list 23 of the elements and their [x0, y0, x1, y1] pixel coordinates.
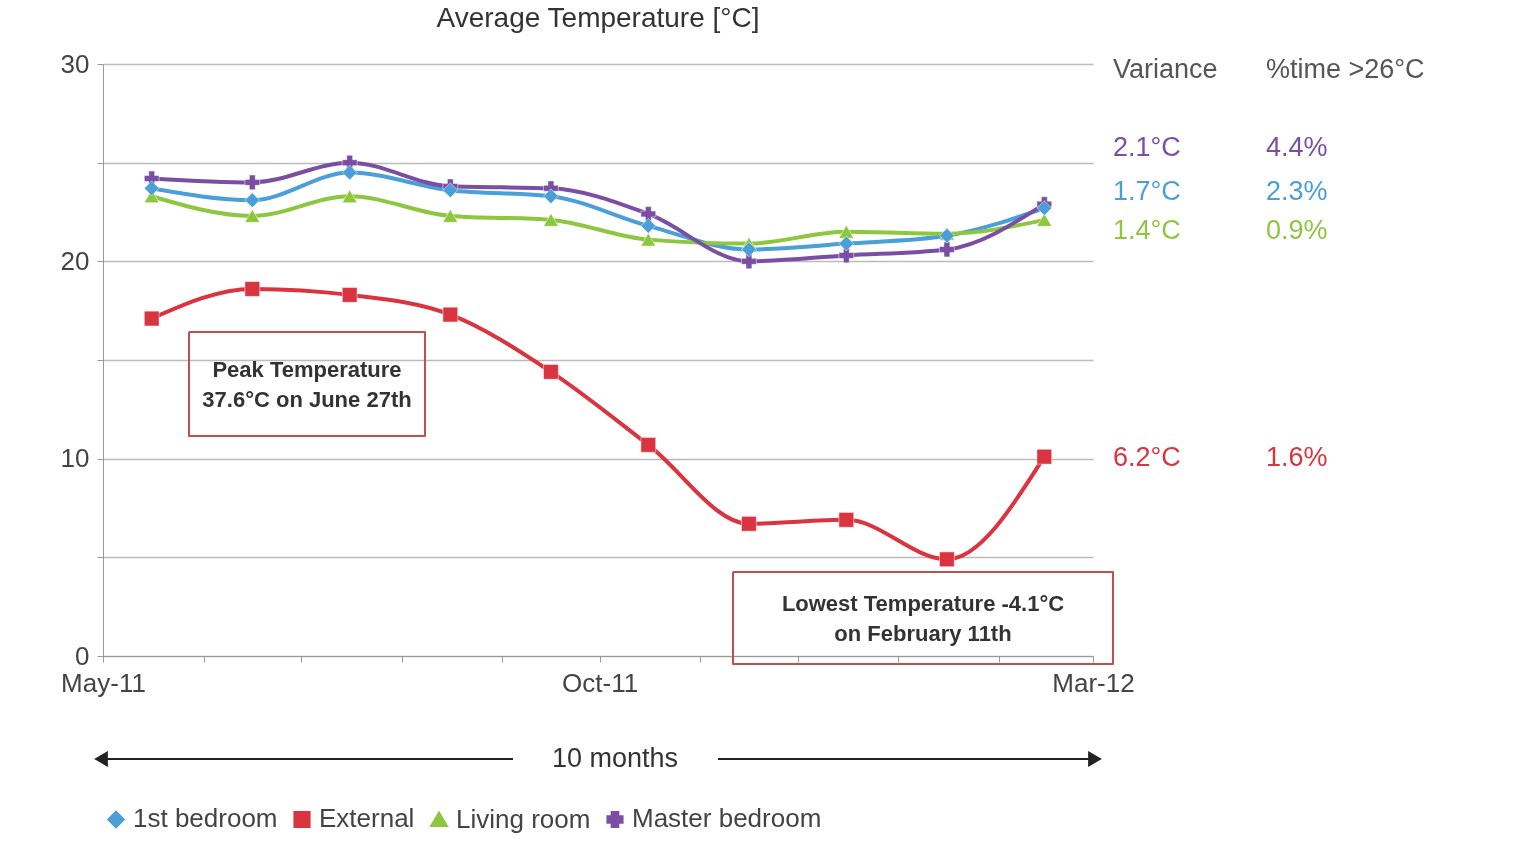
legend-label: Living room: [456, 803, 591, 834]
x-tick-label: Mar-12: [1052, 667, 1135, 698]
text: 2.1°C: [1113, 132, 1181, 162]
legend-label: Master bedroom: [632, 803, 822, 834]
y-tick-label: 30: [60, 48, 90, 79]
chart-title: Average Temperature [°C]: [436, 2, 760, 33]
legend-label: External: [319, 803, 415, 834]
text: 2.3%: [1266, 176, 1328, 206]
text: 10 months: [551, 743, 679, 773]
text: 4.4%: [1266, 132, 1328, 162]
text: %time >26°C: [1266, 54, 1425, 84]
text: 6.2°C: [1113, 442, 1181, 472]
text: 1.6%: [1266, 442, 1328, 472]
x-tick-label: Oct-11: [562, 667, 639, 698]
text: 0.9%: [1266, 215, 1328, 245]
legend-label: 1st bedroom: [133, 803, 278, 834]
y-tick-label: 10: [60, 443, 90, 474]
text: 1.7°C: [1113, 176, 1181, 206]
text: 1.4°C: [1113, 215, 1181, 245]
annotation: Lowest Temperature -4.1°C on February 11th: [781, 591, 1065, 646]
y-tick-label: 20: [60, 245, 90, 276]
text: Variance: [1113, 54, 1218, 84]
annotation: Peak Temperature 37.6°C on June 27th: [202, 357, 412, 412]
